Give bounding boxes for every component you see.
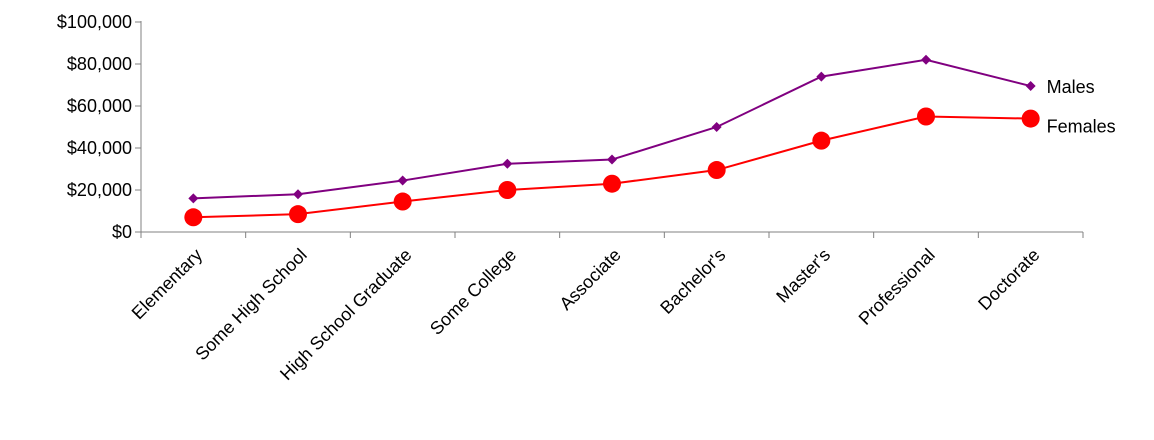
y-tick-label: $80,000 [67,54,132,74]
x-tick-label: Master's [772,245,834,307]
y-tick-label: $40,000 [67,138,132,158]
x-tick-label: Some High School [191,245,311,365]
data-point [1021,109,1040,128]
data-point [917,107,935,126]
data-point [607,154,617,165]
data-point [1025,81,1036,92]
x-tick-label: Elementary [128,245,207,324]
data-point [498,181,517,199]
chart-axes [135,21,1084,238]
data-point [603,174,621,193]
data-point [816,71,827,82]
data-point [502,158,513,169]
data-point [293,189,303,200]
x-tick-label: Doctorate [974,245,1043,314]
series-females [184,107,1040,227]
y-tick-label: $0 [112,222,132,242]
x-tick-label: Professional [855,245,939,329]
data-point [707,161,726,180]
x-tick-label: Some College [426,245,520,339]
series-label: Females [1047,116,1116,136]
series-layer [184,54,1040,227]
data-point [711,122,722,132]
series-label: Males [1047,77,1095,97]
series-males [188,54,1036,204]
data-point [921,54,931,65]
data-point [184,208,203,227]
data-point [397,175,408,186]
y-tick-label: $100,000 [57,12,132,32]
data-point [393,192,412,211]
series-labels: Males Females [1047,77,1116,137]
data-point [289,205,307,224]
data-point [812,131,831,150]
y-tick-labels: $0 $20,000 $40,000 $60,000 $80,000 $100,000 [57,12,132,242]
x-tick-label: Associate [555,245,624,314]
data-point [188,193,199,204]
y-tick-label: $60,000 [67,96,132,116]
x-tick-label: Bachelor's [656,245,729,318]
series-line [193,115,1031,219]
y-tick-label: $20,000 [67,180,132,200]
